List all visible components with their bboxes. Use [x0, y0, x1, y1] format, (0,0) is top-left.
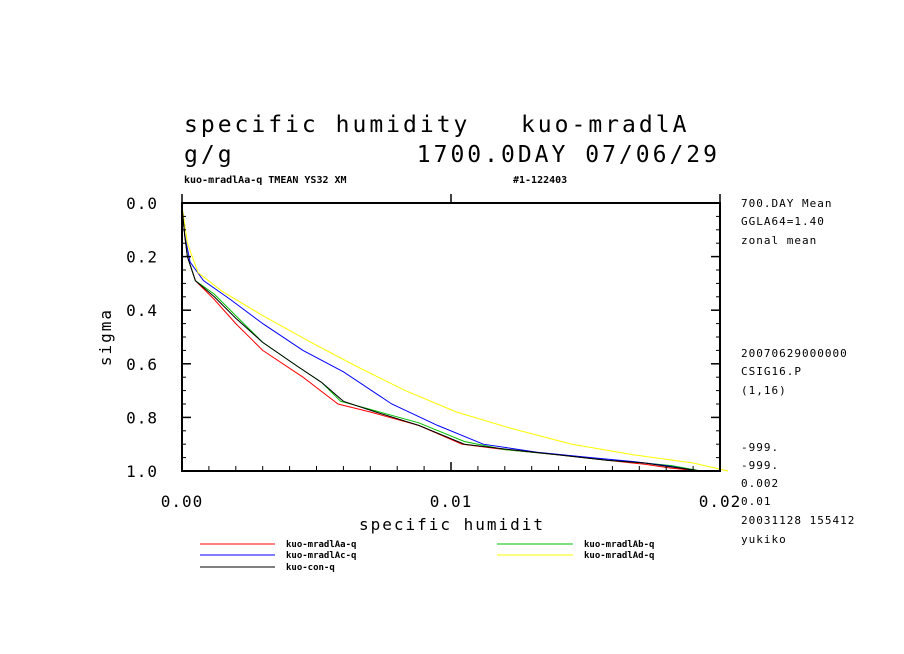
side-info-mid-2: CSIG16.P	[741, 365, 802, 378]
series-line-1	[181, 205, 702, 472]
x-tick-label: 0.00	[161, 492, 204, 511]
legend-label: kuo-mradlAa-q	[286, 540, 356, 550]
side-info-bot-1: -999.	[741, 441, 779, 454]
chart-units: g/g	[184, 142, 235, 168]
series-line-2	[181, 205, 702, 472]
y-tick-label: 0.0	[126, 194, 158, 213]
side-info-mid-1: 20070629000000	[741, 347, 848, 360]
series-line-5	[181, 205, 702, 472]
legend: kuo-mradlAa-q kuo-mradlAb-q kuo-mradlAc-q k…	[200, 540, 654, 573]
legend-label: kuo-mradlAc-q	[286, 551, 356, 561]
chart-subtitle: kuo-mradlAa-q TMEAN YS32 XM	[184, 175, 347, 186]
x-tick-label: 0.01	[430, 492, 473, 511]
chart-run-id: #1-122403	[513, 175, 567, 186]
side-info-bot-6: yukiko	[741, 533, 787, 546]
side-info-mid-3: (1,16)	[741, 384, 787, 397]
series-line-3	[181, 205, 699, 472]
side-info-bot-2: -999.	[741, 459, 779, 472]
chart-date: 1700.0DAY 07/06/29	[417, 142, 720, 168]
legend-label: kuo-con-q	[286, 563, 335, 573]
series-line-4	[181, 205, 729, 472]
y-tick-label: 0.6	[126, 355, 158, 374]
side-info-bot-5: 20031128 155412	[741, 514, 855, 527]
side-info-top-1: 700.DAY Mean	[741, 197, 832, 210]
x-axis-label: specific humidit	[359, 515, 545, 534]
y-tick-label: 0.4	[126, 301, 158, 320]
legend-label: kuo-mradlAb-q	[584, 540, 654, 550]
x-tick-label: 0.02	[699, 492, 742, 511]
y-tick-label: 0.8	[126, 408, 158, 427]
tick-group: 0.0 0.2 0.4 0.6 0.8 1.00.00 0.01 0.02	[126, 194, 742, 511]
side-info-top-3: zonal mean	[741, 234, 817, 247]
side-info-bot-4: 0.01	[741, 495, 772, 508]
chart-title: specific humidity kuo-mradlA	[184, 112, 689, 138]
y-axis-label: sigma	[96, 308, 115, 366]
side-info-top-2: GGLA64=1.40	[741, 215, 825, 228]
y-tick-label: 1.0	[126, 462, 158, 481]
y-tick-label: 0.2	[126, 248, 158, 267]
series-group	[181, 205, 729, 472]
side-info-bot-3: 0.002	[741, 477, 779, 490]
legend-label: kuo-mradlAd-q	[584, 551, 654, 561]
